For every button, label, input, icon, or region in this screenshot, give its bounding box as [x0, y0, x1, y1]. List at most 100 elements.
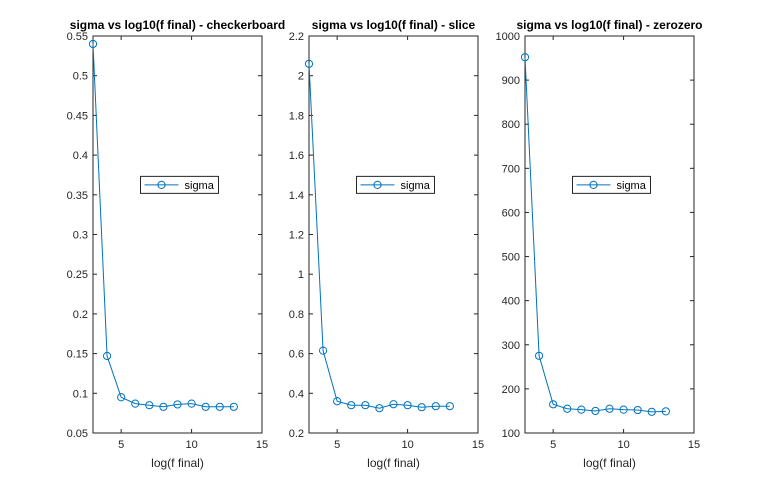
y-tick-label: 0.05: [67, 428, 88, 440]
y-tick-label: 0.3: [73, 230, 88, 242]
data-point: [563, 404, 572, 413]
legend[interactable]: sigma: [140, 175, 219, 194]
y-tick-label: 300: [502, 340, 520, 352]
y-tick-label: 0.45: [67, 110, 88, 122]
y-tick-label: 900: [502, 75, 520, 87]
data-point: [549, 400, 558, 409]
y-tick-label: 400: [502, 296, 520, 308]
y-tick-label: 0.2: [289, 428, 304, 440]
data-point: [102, 351, 112, 361]
y-tick-label: 600: [502, 207, 520, 219]
data-point: [333, 397, 342, 406]
y-tick-label: 200: [502, 384, 520, 396]
x-tick-label: 15: [472, 439, 484, 451]
y-tick-label: 0.25: [67, 269, 88, 281]
data-point: [661, 407, 670, 416]
subplots: 0.050.10.150.20.250.30.350.40.450.50.555…: [67, 18, 703, 470]
x-axis-label: log(f final): [583, 456, 636, 470]
data-point: [117, 393, 126, 402]
data-point: [534, 351, 544, 360]
legend-entry-label: sigma: [617, 180, 647, 192]
y-tick-label: 500: [502, 252, 520, 264]
plot-area-box: [92, 35, 263, 434]
legend-entry-label: sigma: [401, 180, 431, 192]
data-point: [520, 53, 530, 62]
x-tick-label: 5: [334, 439, 340, 451]
data-point: [173, 400, 182, 409]
y-tick-label: 0.5: [73, 71, 88, 83]
data-point: [229, 402, 238, 411]
y-tick-label: 0.6: [289, 349, 304, 361]
x-tick-label: 10: [401, 439, 413, 451]
x-tick-label: 5: [550, 439, 556, 451]
data-point: [403, 401, 412, 410]
data-point: [215, 402, 224, 411]
data-point: [318, 346, 328, 355]
y-tick-label: 1.8: [289, 110, 304, 122]
x-axis-label: log(f final): [151, 456, 204, 470]
data-point: [605, 404, 614, 413]
x-axis-label: log(f final): [367, 456, 420, 470]
legend-entry-label: sigma: [185, 180, 215, 192]
subplot-zerozero: 100 200 300 400 500 600 700 800 900 1000 5 10 15 sigm…: [496, 18, 703, 470]
chart-title: sigma vs log10(f final) - zerozero: [516, 18, 702, 32]
x-tick-label: 15: [256, 439, 268, 451]
y-tick-label: 1000: [496, 31, 520, 43]
series-line-sigma: [524, 57, 666, 413]
y-tick-label: 100: [502, 428, 520, 440]
data-point: [389, 400, 398, 409]
subplot-checkerboard: 0.05 0.1 0.15 0.2 0.25 0.3 0.35 0.4 0.45 0.5 0.55 5…: [67, 18, 286, 470]
legend[interactable]: sigma: [356, 175, 435, 194]
data-point: [145, 401, 154, 410]
plot-area-box: [308, 35, 479, 434]
y-tick-label: 2.2: [289, 31, 304, 43]
y-tick-label: 0.15: [67, 349, 88, 361]
data-point: [347, 401, 356, 410]
data-point: [647, 407, 656, 416]
data-point: [187, 399, 196, 408]
plot-area-box: [524, 35, 695, 434]
data-point: [445, 402, 454, 411]
data-point: [159, 402, 168, 411]
data-point: [131, 399, 140, 408]
y-tick-label: 0.4: [73, 150, 88, 162]
y-tick-label: 0.4: [289, 388, 304, 400]
chart-title: sigma vs log10(f final) - slice: [312, 18, 476, 32]
data-point: [591, 406, 600, 416]
x-tick-label: 10: [185, 439, 197, 451]
data-point: [375, 404, 384, 413]
y-tick-label: 0.35: [67, 190, 88, 202]
y-tick-label: 0.55: [67, 31, 88, 43]
x-tick-label: 10: [617, 439, 629, 451]
y-tick-label: 1: [298, 269, 304, 281]
series-line-sigma: [308, 63, 450, 409]
y-tick-label: 1.2: [289, 230, 304, 242]
chart-title: sigma vs log10(f final) - checkerboard: [70, 18, 285, 32]
data-point: [431, 402, 440, 411]
data-point: [304, 59, 314, 68]
data-point: [201, 402, 210, 411]
y-tick-label: 1.4: [289, 190, 304, 202]
y-tick-label: 800: [502, 119, 520, 131]
data-point: [577, 405, 586, 414]
y-tick-label: 1.6: [289, 150, 304, 162]
data-point: [417, 403, 426, 412]
y-tick-label: 0.8: [289, 309, 304, 321]
legend-box: [140, 175, 219, 194]
legend-marker-sample: [589, 180, 598, 189]
subplot-slice: 0.2 0.4 0.6 0.8 1 1.2 1.4 1.6 1.8 2 2.2 5 10 15 sigma …: [289, 18, 484, 470]
data-point: [361, 401, 370, 410]
series-line-sigma: [92, 43, 234, 408]
y-tick-label: 700: [502, 163, 520, 175]
legend[interactable]: sigma: [572, 175, 651, 194]
x-tick-label: 15: [688, 439, 700, 451]
legend-box: [572, 175, 651, 194]
legend-box: [356, 175, 435, 194]
x-tick-label: 5: [118, 439, 124, 451]
legend-marker-sample: [373, 180, 382, 189]
data-point: [619, 405, 628, 414]
data-point: [633, 405, 642, 415]
y-tick-label: 2: [298, 71, 304, 83]
y-tick-label: 0.1: [73, 388, 88, 400]
